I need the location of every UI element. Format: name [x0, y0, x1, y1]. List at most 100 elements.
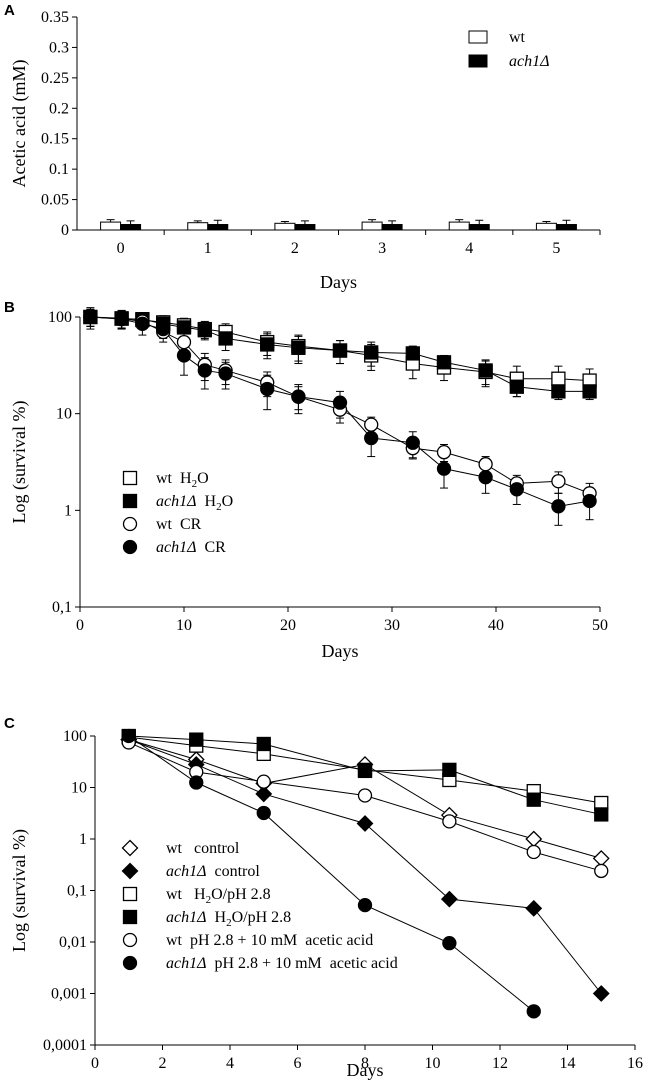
x-tick-label: 3 [378, 240, 386, 257]
panel-c-label: C [4, 715, 15, 732]
bar [120, 224, 142, 231]
data-point [176, 334, 192, 350]
data-point [592, 985, 610, 1002]
x-tick-label: 0 [117, 240, 125, 257]
legend-text-part: O/pH 2.8 [232, 909, 292, 926]
bar [381, 224, 403, 231]
data-point [436, 355, 452, 370]
data-point [509, 379, 524, 394]
panel-a-plot: 0 0.05 0.1 0.15 0.2 0.25 0.3 0.35 0 1 2 3 4 5 Days Acet… [9, 9, 601, 292]
x-tick-label: 40 [488, 617, 504, 634]
legend-label: wt [509, 29, 526, 46]
y-tick-label: 0,1 [52, 599, 72, 616]
legend-swatch [468, 54, 488, 68]
data-point [121, 728, 136, 744]
legend-text-part: CR [172, 516, 202, 533]
legend-text-part: 2 [192, 478, 198, 490]
y-tick-label: 0.25 [41, 70, 69, 87]
legend-text-part: 2 [206, 894, 212, 906]
legend-text-part: O [222, 493, 234, 510]
bar [555, 224, 577, 231]
legend-marker [122, 955, 138, 971]
legend-marker [121, 862, 139, 880]
legend-text-part: wt [509, 29, 526, 46]
x-tick-label: 12 [492, 1055, 508, 1072]
x-axis-title: Days [322, 641, 359, 661]
data-point [135, 316, 150, 331]
legend-text-part: pH 2.8 + 10 mM acetic acid [207, 955, 398, 972]
data-point [582, 493, 597, 509]
x-tick-label: 5 [552, 240, 560, 257]
data-point [197, 363, 212, 378]
panel-b: B 0,1 1 10 100 0 10 20 30 40 50 Days Log (survival … [4, 299, 608, 661]
series-line [128, 735, 535, 1012]
y-tick-label: 0.35 [41, 9, 69, 26]
data-point [356, 815, 374, 832]
legend-text-part: CR [197, 539, 227, 556]
legend-label: wt control [166, 840, 240, 857]
x-tick-label: 14 [560, 1055, 576, 1072]
x-axis-title: Days [347, 1060, 384, 1080]
data-point [405, 435, 420, 450]
data-point [189, 775, 204, 790]
x-tick-label: 4 [226, 1055, 234, 1072]
legend-label: ach1Δ pH 2.8 + 10 mM acetic acid [166, 955, 398, 972]
data-point [260, 337, 275, 352]
legend-text-part: wt [166, 840, 183, 857]
x-tick-label: 6 [294, 1055, 302, 1072]
y-tick-label: 0,001 [51, 986, 87, 1003]
panel-b-label: B [4, 299, 15, 316]
data-point [551, 474, 566, 489]
y-tick-label: 0,1 [67, 883, 87, 900]
legend-text-part: ach1Δ [166, 909, 207, 926]
legend-text-part: pH 2.8 + 10 mM acetic acid [182, 932, 373, 949]
panel-b-plot: 0,1 1 10 100 0 10 20 30 40 50 Days Log (survival %)… [9, 307, 608, 661]
data-point [478, 363, 493, 378]
data-point [478, 457, 493, 472]
legend-text-part: control [207, 863, 261, 880]
bar [361, 221, 383, 231]
legend-text-part: H [207, 909, 227, 926]
data-point [357, 763, 373, 779]
legend-text-part: 2 [226, 917, 232, 929]
data-point [332, 395, 348, 410]
bar [294, 224, 316, 231]
data-point [291, 389, 306, 404]
y-tick-label: 100 [48, 309, 72, 326]
x-tick-label: 20 [280, 617, 296, 634]
data-point [255, 785, 273, 803]
legend-text-part: ach1Δ [156, 539, 197, 556]
y-tick-label: 0.2 [49, 100, 69, 117]
legend-marker [122, 539, 138, 555]
legend-text-part: wt [166, 932, 183, 949]
legend-text-part: O [197, 470, 209, 487]
y-axis-title: Acetic acid (mM) [9, 60, 30, 188]
legend-marker [122, 909, 138, 925]
data-point [364, 345, 379, 360]
x-tick-label: 0 [91, 1055, 99, 1072]
bar [207, 224, 229, 231]
x-tick-label: 10 [176, 617, 192, 634]
data-point [592, 849, 610, 867]
legend-text-part: H [172, 470, 192, 487]
legend-label: ach1Δ H2O/pH 2.8 [166, 909, 291, 929]
data-point [256, 774, 271, 789]
data-point [176, 320, 192, 335]
bar [535, 222, 557, 231]
data-point [525, 899, 543, 917]
panel-a: A 0 0.05 0.1 0.15 0.2 0.25 0.3 0.35 0 1 2 3 4 5 Days Ac… [4, 2, 601, 292]
data-point [189, 732, 204, 747]
data-point [218, 366, 233, 381]
data-point [526, 792, 541, 807]
y-tick-label: 0 [61, 222, 69, 239]
legend-text-part: wt [166, 886, 183, 903]
data-point [364, 430, 379, 446]
y-tick-label: 0.15 [41, 131, 69, 148]
x-tick-label: 0 [76, 617, 84, 634]
legend-text-part: control [182, 840, 240, 857]
legend-label: ach1Δ [509, 53, 550, 70]
bar [274, 222, 296, 231]
x-tick-label: 10 [425, 1055, 441, 1072]
bar [468, 224, 490, 231]
legend-marker [122, 493, 138, 509]
